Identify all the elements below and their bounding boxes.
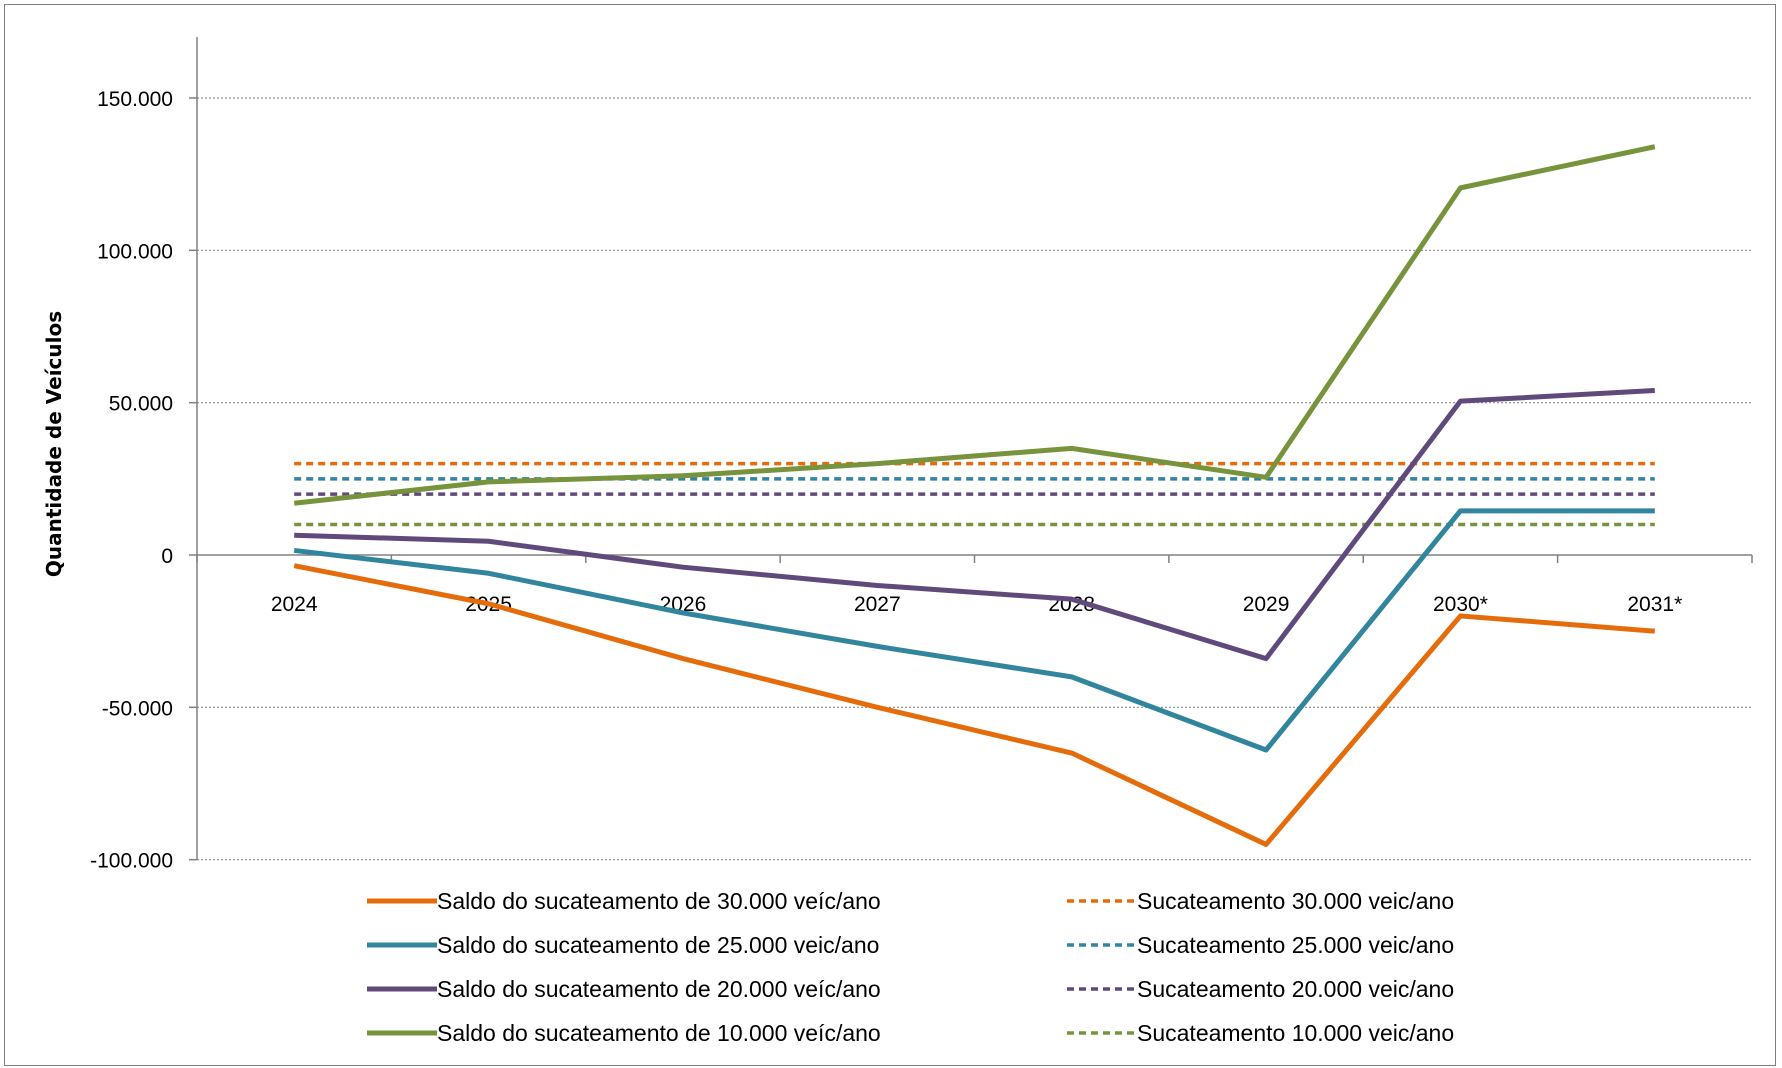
legend-entry-2: Saldo do sucateamento de 25.000 veic/ano (367, 932, 879, 958)
dashed-series (294, 461, 1655, 527)
legend-label: Sucateamento 30.000 veic/ano (1137, 888, 1454, 914)
legend-entry-5: Sucateamento 30.000 veic/ano (1067, 888, 1454, 914)
y-tick-label: 0 (161, 545, 173, 568)
series-line-2 (293, 508, 1655, 753)
x-tick-label-2029: 2029 (1243, 593, 1290, 616)
y-tick-label: 50.000 (109, 393, 173, 416)
legend-label: Sucateamento 25.000 veic/ano (1137, 932, 1454, 958)
legend-entry-7: Sucateamento 20.000 veic/ano (1067, 976, 1454, 1002)
legend-label: Saldo do sucateamento de 20.000 veíc/ano (437, 976, 881, 1002)
gridlines (197, 97, 1752, 861)
series-line-3 (294, 387, 1655, 662)
legend-label: Saldo do sucateamento de 10.000 veíc/ano (437, 1020, 881, 1046)
x-tick-label-2024: 2024 (271, 593, 318, 616)
y-tick-label: -100.000 (90, 850, 173, 873)
y-tick-label: 150.000 (97, 88, 173, 111)
y-axis-label: Quantidade de Veículos (42, 311, 66, 577)
legend-label: Sucateamento 10.000 veic/ano (1137, 1020, 1454, 1046)
legend-label: Saldo do sucateamento de 30.000 veíc/ano (437, 888, 881, 914)
legend-label: Sucateamento 20.000 veic/ano (1137, 976, 1454, 1002)
x-tick-label-2027: 2027 (854, 593, 901, 616)
legend-entry-3: Saldo do sucateamento de 20.000 veíc/ano (367, 976, 881, 1002)
series-line-1 (293, 563, 1656, 847)
legend-label: Saldo do sucateamento de 25.000 veic/ano (437, 932, 879, 958)
series-line-4 (293, 144, 1656, 506)
axes (189, 37, 1753, 861)
solid-series (293, 144, 1656, 847)
y-tick-label: 100.000 (97, 240, 173, 263)
legend-entry-1: Saldo do sucateamento de 30.000 veíc/ano (367, 888, 881, 914)
x-tick-label-2030*: 2030* (1433, 593, 1488, 616)
x-tick-label-2031*: 2031* (1627, 593, 1682, 616)
legend-entry-6: Sucateamento 25.000 veic/ano (1067, 932, 1454, 958)
legend: Saldo do sucateamento de 30.000 veíc/ano… (367, 888, 1454, 1046)
legend-entry-8: Sucateamento 10.000 veic/ano (1067, 1020, 1454, 1046)
legend-entry-4: Saldo do sucateamento de 10.000 veíc/ano (367, 1020, 881, 1046)
y-tick-labels: 150.000 100.000 50.000 0 -50.000 -100.000 (90, 88, 173, 873)
y-tick-label: -50.000 (102, 697, 173, 720)
